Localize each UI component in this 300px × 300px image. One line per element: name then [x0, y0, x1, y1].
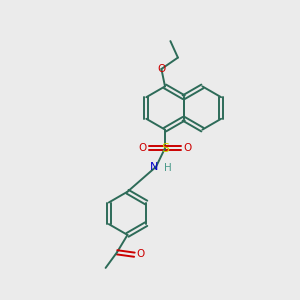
Text: N: N	[150, 162, 159, 172]
Text: O: O	[137, 249, 145, 259]
Text: O: O	[157, 64, 166, 74]
Text: O: O	[139, 143, 147, 153]
Text: H: H	[164, 163, 171, 173]
Text: S: S	[161, 142, 169, 155]
Text: O: O	[183, 143, 191, 153]
